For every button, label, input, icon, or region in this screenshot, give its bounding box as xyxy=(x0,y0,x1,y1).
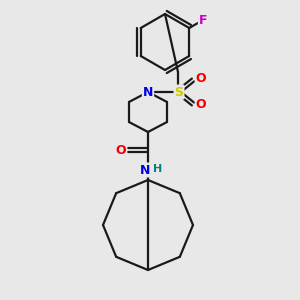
Text: H: H xyxy=(153,164,163,174)
Text: S: S xyxy=(175,85,184,98)
Text: F: F xyxy=(199,14,207,26)
Text: N: N xyxy=(140,164,150,176)
Text: O: O xyxy=(116,143,126,157)
Text: O: O xyxy=(196,98,206,112)
Text: N: N xyxy=(143,85,153,98)
Text: O: O xyxy=(196,73,206,85)
